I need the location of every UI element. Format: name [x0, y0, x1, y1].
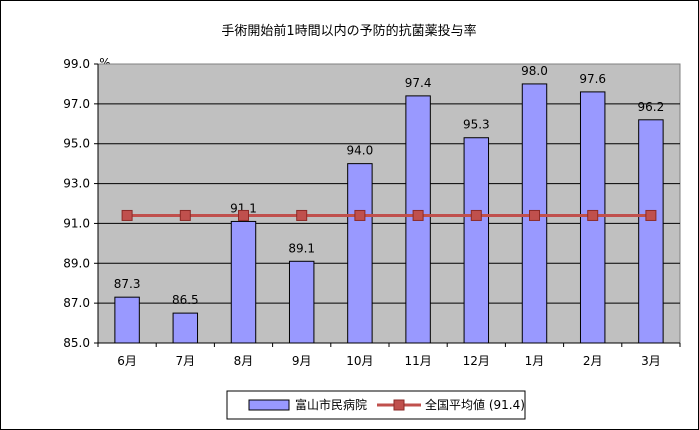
average-marker — [121, 209, 133, 221]
y-tick-label: 97.0 — [63, 97, 90, 111]
average-marker — [354, 209, 366, 221]
average-marker — [412, 209, 424, 221]
bar-data-label: 98.0 — [521, 64, 548, 78]
bar-data-label: 97.6 — [579, 72, 606, 86]
x-tick-label: 8月 — [234, 354, 254, 368]
bar — [288, 260, 315, 344]
bar-data-label: 95.3 — [463, 118, 490, 132]
average-marker — [587, 209, 599, 221]
x-tick-label: 7月 — [175, 354, 195, 368]
legend-swatch-bar — [248, 399, 290, 411]
average-marker — [238, 209, 249, 221]
y-tick-label: 99.0 — [63, 57, 90, 71]
bar-data-label: 94.0 — [347, 144, 374, 158]
y-tick-label: 93.0 — [63, 177, 90, 191]
bar-data-label: 87.3 — [114, 277, 141, 291]
legend-swatch-marker — [393, 399, 405, 411]
y-tick-label: 87.0 — [63, 296, 90, 310]
bar-data-label: 86.5 — [172, 293, 199, 307]
y-tick-label: 91.0 — [63, 216, 90, 230]
bar-data-label: 91.1 — [230, 201, 257, 215]
x-tick-label: 11月 — [404, 354, 431, 368]
chart-title: 手術開始前1時間以内の予防的抗菌薬投与率 — [221, 23, 476, 39]
average-marker — [529, 209, 540, 221]
bar — [172, 312, 199, 344]
x-tick-label: 6月 — [117, 354, 137, 368]
bar — [638, 119, 664, 344]
average-marker — [645, 209, 657, 221]
plot-area: 85.0 87.0 89.0 91.0 93.0 95.0 97.0 99.0 6月 7月 8月 9月… — [63, 57, 681, 368]
bar — [347, 163, 373, 344]
y-axis-unit-label: % — [99, 56, 110, 70]
x-tick-label: 9月 — [292, 354, 312, 368]
legend-label-hospital: 富山市民病院 — [295, 397, 367, 412]
x-tick-label: 1月 — [525, 354, 545, 368]
legend: 富山市民病院 全国平均値 (91.4) — [226, 390, 526, 420]
average-marker — [179, 209, 191, 221]
y-tick-label: 89.0 — [63, 256, 90, 270]
average-marker — [470, 209, 482, 221]
bar — [230, 220, 257, 344]
x-tick-label: 2月 — [583, 354, 603, 368]
x-tick-label: 12月 — [463, 354, 490, 368]
average-marker — [296, 209, 308, 221]
x-tick-label: 3月 — [641, 354, 661, 368]
bar — [463, 137, 490, 344]
bar — [114, 296, 140, 344]
bar-data-label: 89.1 — [288, 241, 315, 255]
y-tick-label: 95.0 — [63, 137, 90, 151]
bar-data-label: 97.4 — [405, 76, 432, 90]
y-tick-label: 85.0 — [63, 336, 90, 350]
x-tick-label: 10月 — [346, 354, 373, 368]
bar-data-label: 96.2 — [638, 100, 665, 114]
legend-label-national: 全国平均値 (91.4) — [425, 397, 525, 412]
